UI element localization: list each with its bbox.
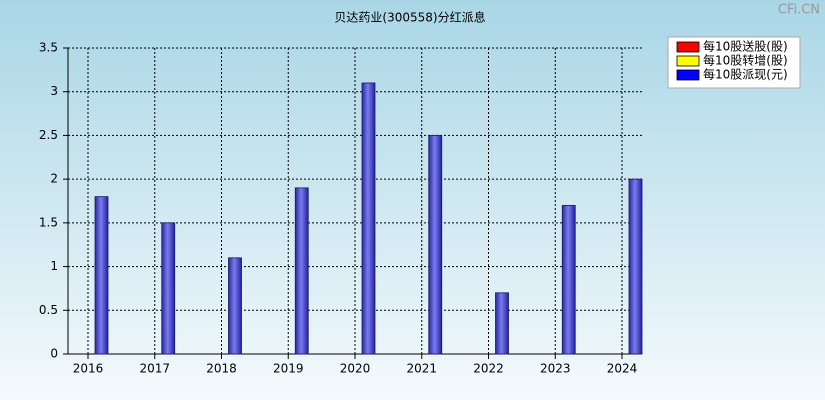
y-tick-label: 3 [50, 84, 58, 98]
y-tick-label: 2.5 [39, 128, 58, 142]
bar [94, 196, 109, 355]
x-tick-label: 2023 [540, 362, 571, 376]
y-tick-label: 1 [50, 259, 58, 273]
x-tick-label: 2024 [607, 362, 638, 376]
legend-swatch [676, 41, 700, 53]
x-tick-label: 2022 [473, 362, 504, 376]
bar [161, 222, 176, 355]
bar [495, 292, 509, 355]
y-tick-label: 0 [50, 347, 58, 361]
chart-title: 贝达药业(300558)分红派息 [334, 10, 485, 25]
legend-swatch [676, 55, 700, 67]
x-tick-label: 2019 [273, 362, 304, 376]
bar [361, 82, 376, 355]
y-tick-label: 3.5 [39, 41, 58, 55]
x-tick-label: 2020 [340, 362, 371, 376]
bar [294, 187, 309, 355]
bar [628, 178, 643, 355]
legend-label: 每10股派现(元) [703, 67, 788, 82]
legend-label: 每10股送股(股) [703, 39, 788, 54]
y-tick-label: 1.5 [39, 215, 58, 229]
x-tick-label: 2021 [406, 362, 437, 376]
bar [561, 204, 576, 355]
legend-label: 每10股转增(股) [703, 53, 788, 68]
x-tick-label: 2018 [206, 362, 237, 376]
legend-swatch [676, 69, 700, 81]
y-tick-label: 0.5 [39, 303, 58, 317]
x-tick-label: 2016 [73, 362, 104, 376]
bar [428, 135, 443, 355]
watermark: CFi.CN [778, 3, 820, 18]
x-tick-label: 2017 [139, 362, 170, 376]
bar [228, 257, 242, 355]
y-tick-label: 2 [50, 172, 58, 186]
